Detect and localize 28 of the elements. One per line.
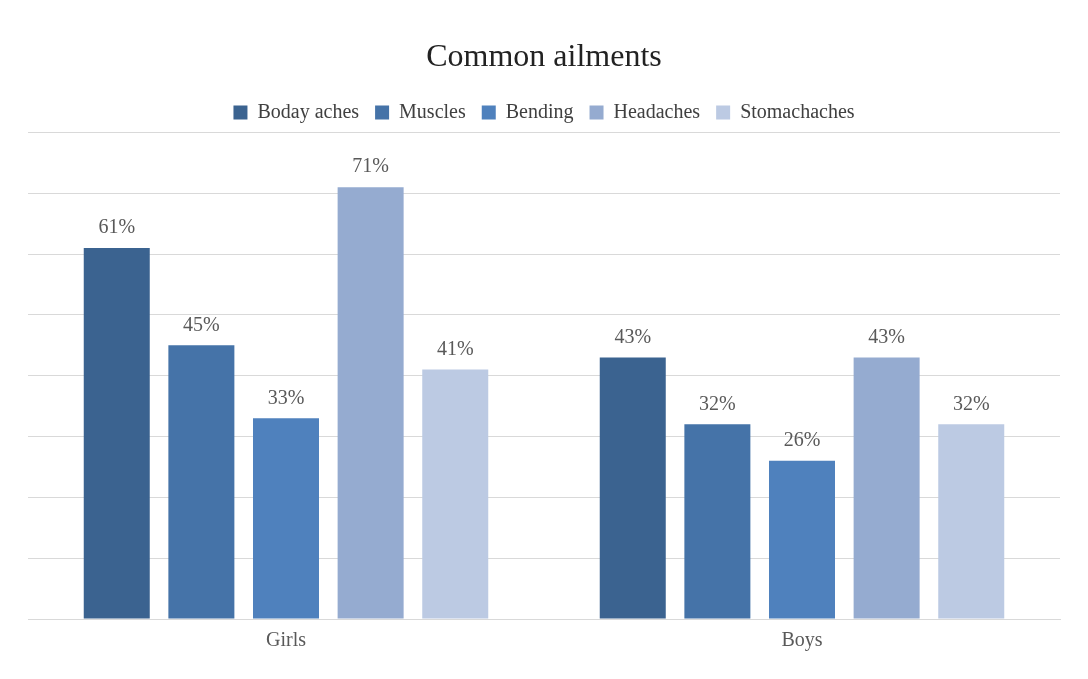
data-label: 61% — [98, 215, 136, 238]
legend-label: Headaches — [613, 99, 701, 122]
bar — [83, 247, 150, 619]
data-label: 33% — [267, 385, 305, 408]
data-label: 71% — [352, 154, 389, 177]
x-tick-label: Girls — [266, 628, 307, 651]
bar — [938, 424, 1005, 619]
legend-label: Bending — [505, 99, 574, 123]
data-label: 43% — [614, 324, 652, 347]
legend-label: Muscles — [399, 99, 466, 122]
data-label: 32% — [952, 391, 990, 414]
data-label: 32% — [699, 391, 736, 414]
x-tick-label: Boys — [781, 628, 823, 652]
legend-label: Stomachaches — [740, 99, 855, 122]
legend-label: Boday aches — [257, 99, 360, 123]
bar — [853, 357, 920, 619]
bar — [253, 418, 319, 619]
bar — [168, 345, 235, 619]
data-label: 43% — [868, 324, 905, 347]
data-label: 41% — [436, 336, 474, 359]
bar — [769, 460, 835, 619]
chart-title: Common ailments — [426, 36, 662, 73]
bar — [684, 424, 751, 619]
data-label: 26% — [783, 428, 821, 451]
bar — [422, 369, 489, 619]
bar — [599, 357, 666, 619]
data-label: 45% — [183, 312, 220, 335]
bar — [337, 187, 404, 619]
